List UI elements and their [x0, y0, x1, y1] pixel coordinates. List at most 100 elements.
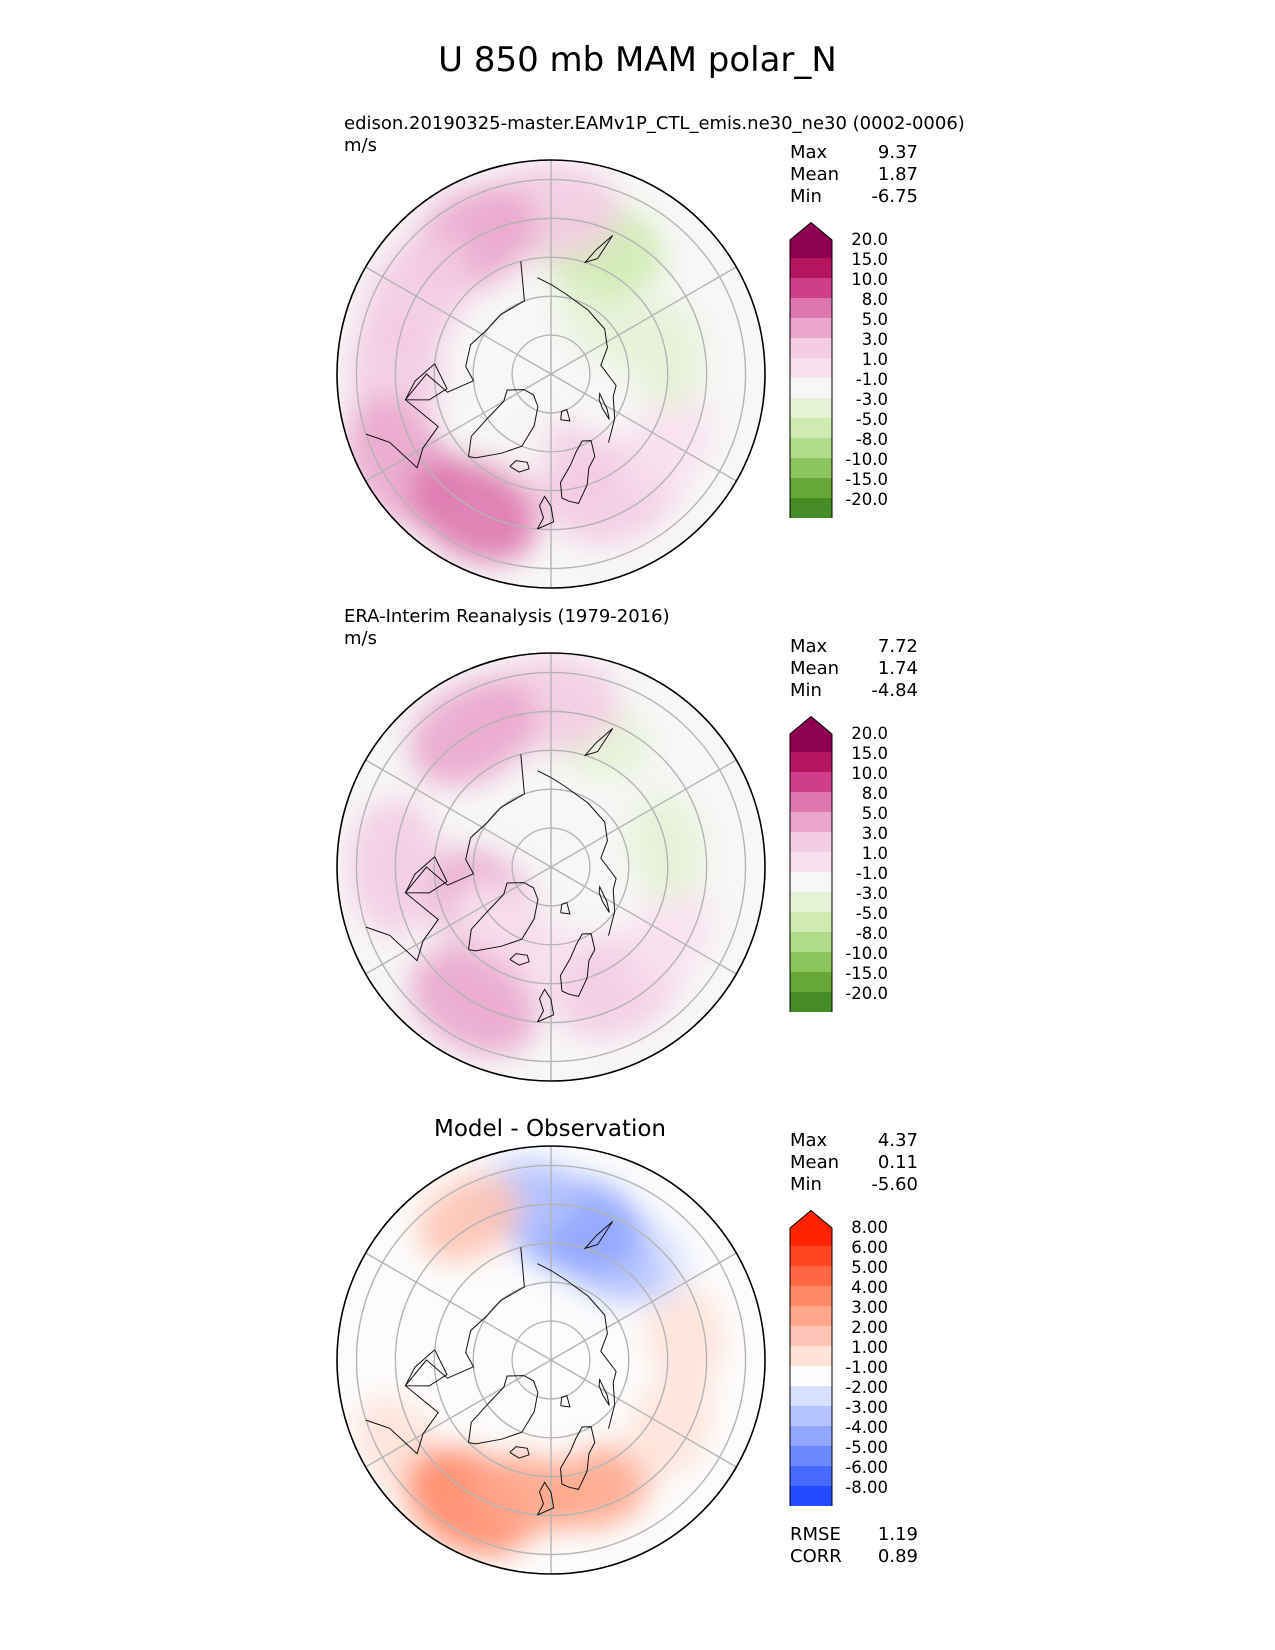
coastline	[365, 1247, 525, 1455]
colorbar-tick-label: 5.0	[861, 310, 888, 329]
coastline	[537, 770, 617, 936]
corr-label: CORR	[790, 1546, 842, 1567]
stat-mean-value: 0.11	[877, 1152, 918, 1173]
colorbar-band	[790, 298, 832, 319]
colorbar-tick-label: 3.0	[861, 824, 888, 843]
meridian-line	[358, 1248, 552, 1361]
coastline	[583, 235, 614, 264]
coastline	[536, 988, 555, 1023]
colorbar-band	[790, 1326, 832, 1347]
colorbar-band	[790, 1346, 832, 1367]
colorbar-tick-label: -20.0	[845, 984, 888, 1003]
colorbar-outline	[789, 716, 833, 1012]
coastline	[365, 754, 525, 962]
coastline	[404, 856, 448, 894]
coastline	[598, 1377, 610, 1406]
stat-min-label: Min	[790, 1174, 822, 1195]
field-region	[472, 1454, 583, 1534]
colorbar-tick-label: 10.0	[851, 764, 888, 783]
colorbar-band	[790, 1306, 832, 1327]
colorbar-band	[790, 1246, 832, 1267]
colorbar-band	[790, 358, 832, 379]
figure-title: U 850 mb MAM polar_N	[438, 40, 837, 80]
panel-2-title: ERA-Interim Reanalysis (1979-2016)	[344, 606, 670, 627]
panel-3-colorbar	[789, 1210, 833, 1506]
colorbar-extend-max	[790, 716, 832, 734]
panel-2-colorbar-labels: 20.0 15.0 10.0 8.0 5.0 3.0 1.0 -1.0 -3.0 -5.0 -8.0…	[834, 725, 894, 1003]
stat-mean-label: Mean	[790, 164, 840, 185]
coastline	[404, 1349, 448, 1387]
colorbar-band	[790, 972, 832, 993]
colorbar-tick-label: -10.0	[845, 944, 888, 963]
stat-max-value: 9.37	[877, 142, 918, 163]
colorbar-tick-label: -5.0	[855, 410, 888, 429]
colorbar-tick-label: 10.0	[851, 270, 888, 289]
stat-max-value: 4.37	[877, 1130, 918, 1151]
colorbar-tick-label: 1.0	[861, 350, 888, 369]
meridian-line	[550, 1359, 744, 1472]
colorbar-band	[790, 258, 832, 279]
colorbar-band	[790, 852, 832, 873]
coastline	[404, 363, 448, 401]
colorbar-band	[790, 792, 832, 813]
colorbar-tick-label: 1.0	[861, 844, 888, 863]
coastline	[468, 882, 539, 952]
map-border	[336, 1145, 766, 1575]
colorbar-tick-label: 8.0	[861, 784, 888, 803]
coastline	[583, 728, 614, 757]
stat-mean-label: Mean	[790, 658, 840, 679]
colorbar-tick-label: 15.0	[851, 250, 888, 269]
colorbar-band	[790, 1228, 832, 1246]
colorbar-tick-label: 3.00	[851, 1298, 888, 1317]
colorbar-band	[790, 812, 832, 833]
colorbar-band	[790, 772, 832, 793]
colorbar-tick-label: -8.00	[845, 1478, 888, 1497]
colorbar-band	[790, 398, 832, 419]
colorbar-band	[790, 240, 832, 258]
colorbar-tick-label: 8.0	[861, 290, 888, 309]
colorbar-extend-max	[790, 1210, 832, 1228]
coastline	[509, 460, 530, 473]
colorbar-tick-label: 1.00	[851, 1338, 888, 1357]
colorbar-band	[790, 952, 832, 973]
field-region	[645, 1281, 725, 1392]
colorbar-extend-max	[790, 222, 832, 240]
colorbar-band	[790, 378, 832, 399]
panel-2-units: m/s	[344, 628, 377, 649]
coastline	[560, 901, 571, 915]
colorbar-tick-label: -3.0	[855, 884, 888, 903]
colorbar-tick-label: 8.00	[851, 1218, 888, 1237]
colorbar-tick-label: -3.0	[855, 390, 888, 409]
colorbar-band	[790, 1426, 832, 1447]
colorbar-band	[790, 1386, 832, 1407]
coastline	[468, 1375, 539, 1445]
stat-min-label: Min	[790, 186, 822, 207]
colorbar-band	[790, 892, 832, 913]
colorbar-tick-label: -8.0	[855, 430, 888, 449]
colorbar-band	[790, 1406, 832, 1427]
map-border	[336, 652, 766, 1082]
coastline	[537, 277, 617, 443]
coastline	[598, 884, 610, 913]
colorbar-outline	[789, 1210, 833, 1506]
panel-1-map	[336, 159, 766, 589]
panel-3-colorbar-labels: 8.00 6.00 5.00 4.00 3.00 2.00 1.00 -1.00 -2.00 -3…	[834, 1219, 894, 1497]
coastline	[560, 1394, 571, 1408]
meridian-line	[550, 755, 744, 868]
panel-3-metrics: RMSE 1.19 CORR 0.89	[790, 1524, 918, 1568]
coastline	[537, 1263, 617, 1429]
colorbar-tick-label: 20.0	[851, 230, 888, 249]
colorbar-band	[790, 418, 832, 439]
colorbar-tick-label: -8.0	[855, 924, 888, 943]
panel-3-stats: Max 4.37 Mean 0.11 Min -5.60	[790, 1130, 918, 1196]
stat-max-value: 7.72	[877, 636, 918, 657]
stat-min-value: -5.60	[871, 1174, 918, 1195]
meridian-line	[358, 866, 552, 979]
panel-1-units: m/s	[344, 135, 377, 156]
colorbar-tick-label: -20.0	[845, 490, 888, 509]
stat-mean-value: 1.74	[877, 658, 918, 679]
colorbar-tick-label: -1.0	[855, 370, 888, 389]
meridian-line	[358, 1359, 552, 1472]
colorbar-tick-label: 5.00	[851, 1258, 888, 1277]
colorbar-band	[790, 912, 832, 933]
